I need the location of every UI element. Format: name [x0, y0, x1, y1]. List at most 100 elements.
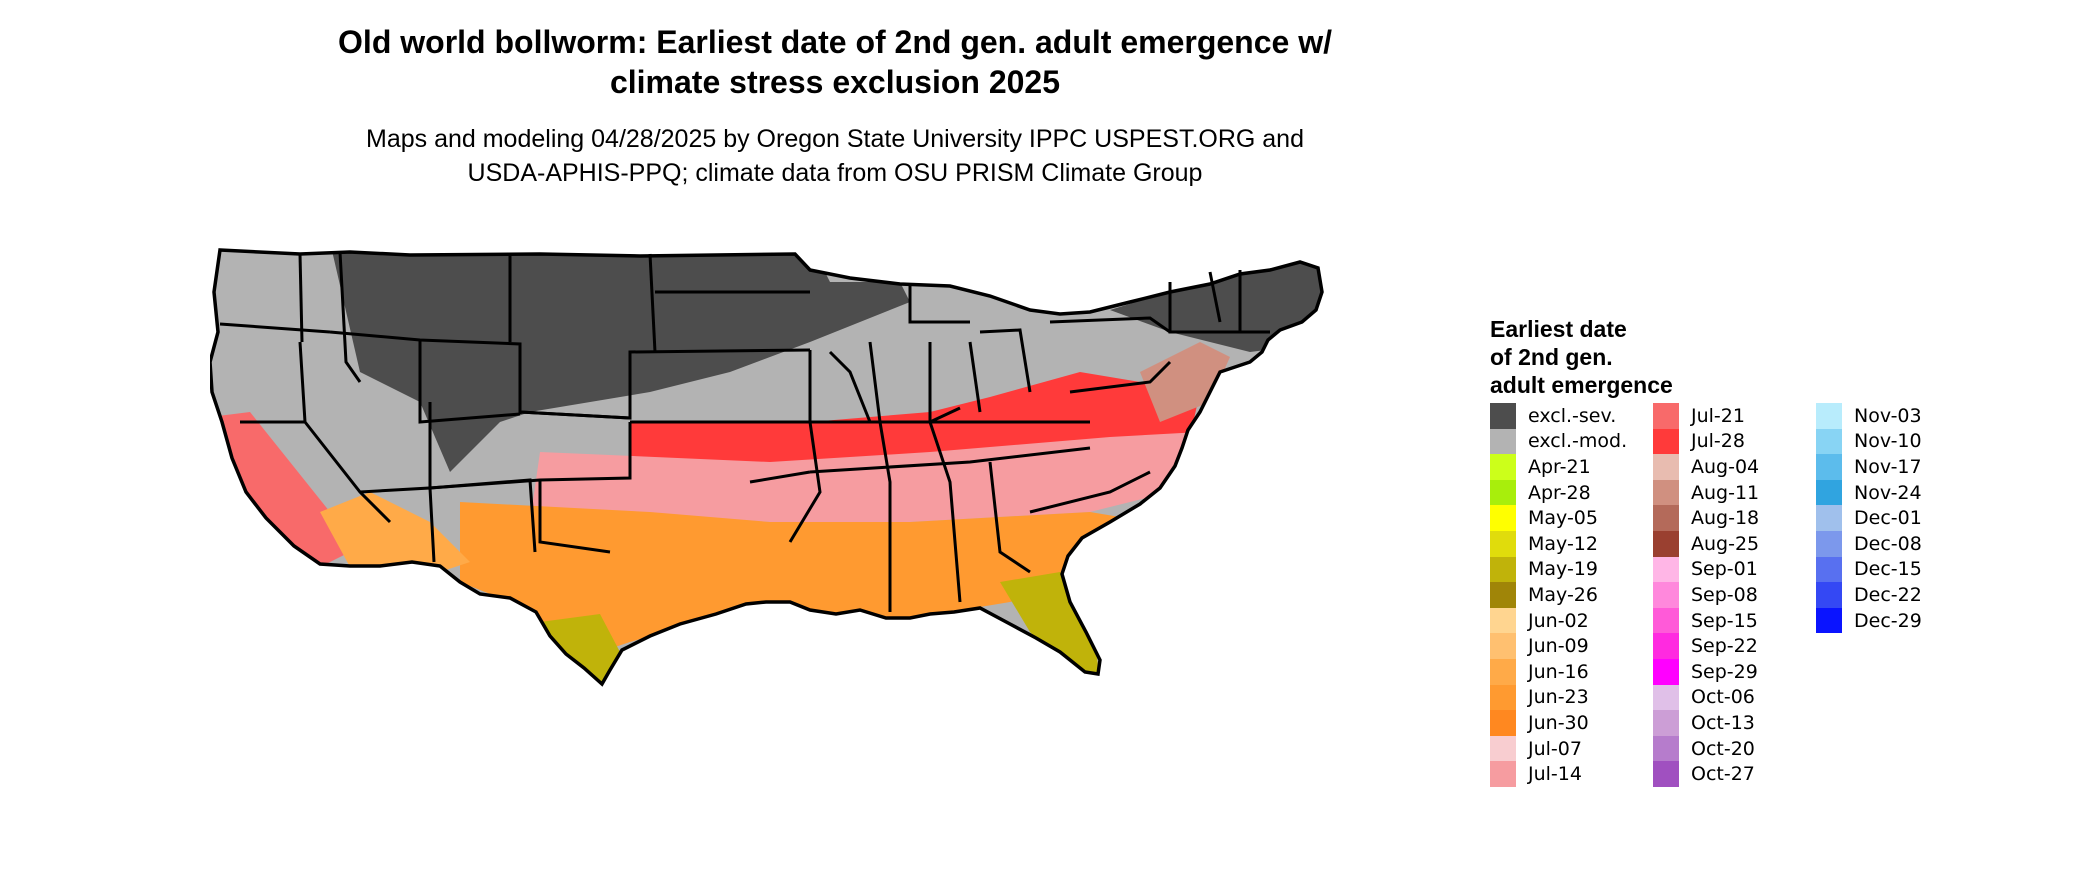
legend-item: May-12: [1490, 530, 1635, 557]
legend-item: May-19: [1490, 556, 1635, 583]
legend-swatch: [1816, 556, 1842, 583]
legend-item: May-05: [1490, 505, 1635, 531]
legend-label: Sep-29: [1691, 660, 1758, 683]
legend-label: Apr-28: [1528, 481, 1591, 504]
legend-label: May-26: [1528, 583, 1598, 606]
legend-swatch: [1490, 582, 1516, 608]
legend-label: Jul-28: [1691, 430, 1745, 453]
legend-swatch: [1653, 761, 1679, 787]
state-border-line: [338, 251, 362, 383]
legend-label: Jul-14: [1528, 763, 1582, 786]
legend-swatch: [1816, 530, 1842, 557]
california-valley: [210, 412, 350, 567]
south-texas: [540, 614, 620, 684]
state-border-line: [1208, 271, 1222, 323]
legend-label: Jun-02: [1528, 609, 1589, 632]
legend-swatch: [1816, 607, 1842, 634]
legend-item: Apr-28: [1490, 479, 1635, 506]
legend-label: Dec-15: [1854, 558, 1922, 581]
legend-item: Aug-11: [1653, 479, 1798, 506]
legend-swatch: [1490, 761, 1516, 787]
legend-item: Jul-14: [1490, 761, 1635, 787]
legend-label: Oct-13: [1691, 711, 1755, 734]
state-border-line: [868, 341, 892, 612]
title-line-2: climate stress exclusion 2025: [609, 64, 1061, 100]
legend-item: Sep-29: [1653, 658, 1798, 685]
state-border-line: [928, 342, 962, 603]
legend-column: Nov-03 Nov-10 Nov-17 Nov-24 Dec-01 Dec-08 Dec-…: [1816, 403, 1961, 787]
legend-swatch: [1816, 428, 1842, 455]
legend-item: Dec-15: [1816, 556, 1961, 583]
legend-label: Aug-11: [1691, 481, 1760, 504]
legend-item: Nov-17: [1816, 454, 1961, 480]
legend-title-line-2: of 2nd gen.: [1490, 344, 1613, 370]
legend-swatch: [1653, 710, 1679, 736]
legend-swatch: [1653, 530, 1679, 557]
raster-layer: [210, 250, 1322, 684]
state-border-line: [1029, 470, 1151, 514]
legend-swatch: [1653, 403, 1679, 429]
legend-item: Nov-24: [1816, 479, 1961, 506]
legend-label: Aug-25: [1691, 532, 1760, 555]
gulf-band: [460, 502, 1150, 662]
legend-swatch: [1490, 505, 1516, 531]
legend-swatch: [1653, 556, 1679, 583]
state-border-line: [648, 253, 657, 353]
legend-item: Dec-22: [1816, 582, 1961, 608]
legend-title: Earliest date of 2nd gen. adult emergenc…: [1490, 315, 1961, 399]
state-border-line: [1049, 316, 1171, 334]
legend-swatch: [1490, 658, 1516, 685]
legend-swatch: [1490, 479, 1516, 506]
legend-item: Apr-21: [1490, 454, 1635, 480]
legend-item: Sep-08: [1653, 582, 1798, 608]
legend-label: Dec-01: [1854, 507, 1922, 530]
state-border-line: [538, 480, 611, 554]
legend-item: Sep-22: [1653, 633, 1798, 659]
legend-label: excl.-mod.: [1528, 430, 1628, 453]
state-border-line: [298, 253, 304, 343]
legend-columns: excl.-sev. excl.-mod. Apr-21 Apr-28 May-05 Ma…: [1490, 403, 1961, 787]
legend-item: Oct-27: [1653, 761, 1798, 787]
legend-swatch: [1490, 530, 1516, 557]
legend-swatch: [1490, 403, 1516, 429]
legend-label: Dec-29: [1854, 609, 1922, 632]
legend-label: Nov-17: [1854, 455, 1922, 478]
legend-item: Aug-04: [1653, 454, 1798, 480]
legend-label: May-12: [1528, 532, 1598, 555]
legend-swatch: [1816, 454, 1842, 480]
legend-title-line-3: adult emergence: [1490, 372, 1673, 398]
legend-swatch: [1653, 607, 1679, 634]
legend-column: Jul-21 Jul-28 Aug-04 Aug-11 Aug-18 Aug-25 Sep-…: [1653, 403, 1798, 787]
legend-swatch: [1490, 735, 1516, 762]
legend-label: Jul-21: [1691, 404, 1745, 427]
legend-label: Oct-20: [1691, 737, 1755, 760]
legend-item: Dec-08: [1816, 530, 1961, 557]
state-border-line: [828, 350, 872, 423]
legend-item: Oct-20: [1653, 735, 1798, 762]
legend-item: Oct-13: [1653, 710, 1798, 736]
legend-item: Jun-16: [1490, 658, 1635, 685]
state-border-line: [988, 461, 1031, 574]
legend-item: excl.-mod.: [1490, 428, 1635, 455]
legend-swatch: [1490, 710, 1516, 736]
legend-item: Nov-03: [1816, 403, 1961, 429]
legend-item: Jun-30: [1490, 710, 1635, 736]
subtitle-line-2: USDA-APHIS-PPQ; climate data from OSU PR…: [467, 159, 1203, 187]
state-border-line: [1168, 282, 1210, 334]
legend-item: excl.-sev.: [1490, 403, 1635, 429]
legend-swatch: [1653, 633, 1679, 659]
state-border-line: [908, 286, 970, 324]
legend-item: Dec-01: [1816, 505, 1961, 531]
state-border-line: [519, 410, 631, 420]
state-border-line: [418, 340, 521, 424]
legend-label: excl.-sev.: [1528, 404, 1617, 427]
legend-item: Jun-02: [1490, 607, 1635, 634]
legend-label: Sep-01: [1691, 558, 1758, 581]
legend-swatch: [1653, 582, 1679, 608]
legend-label: Jun-09: [1528, 635, 1589, 658]
legend-label: Dec-08: [1854, 532, 1922, 555]
subtitle-line-1: Maps and modeling 04/28/2025 by Oregon S…: [366, 125, 1304, 153]
legend-label: Dec-22: [1854, 583, 1922, 606]
legend-title-line-1: Earliest date: [1490, 316, 1627, 342]
legend-swatch: [1490, 454, 1516, 480]
